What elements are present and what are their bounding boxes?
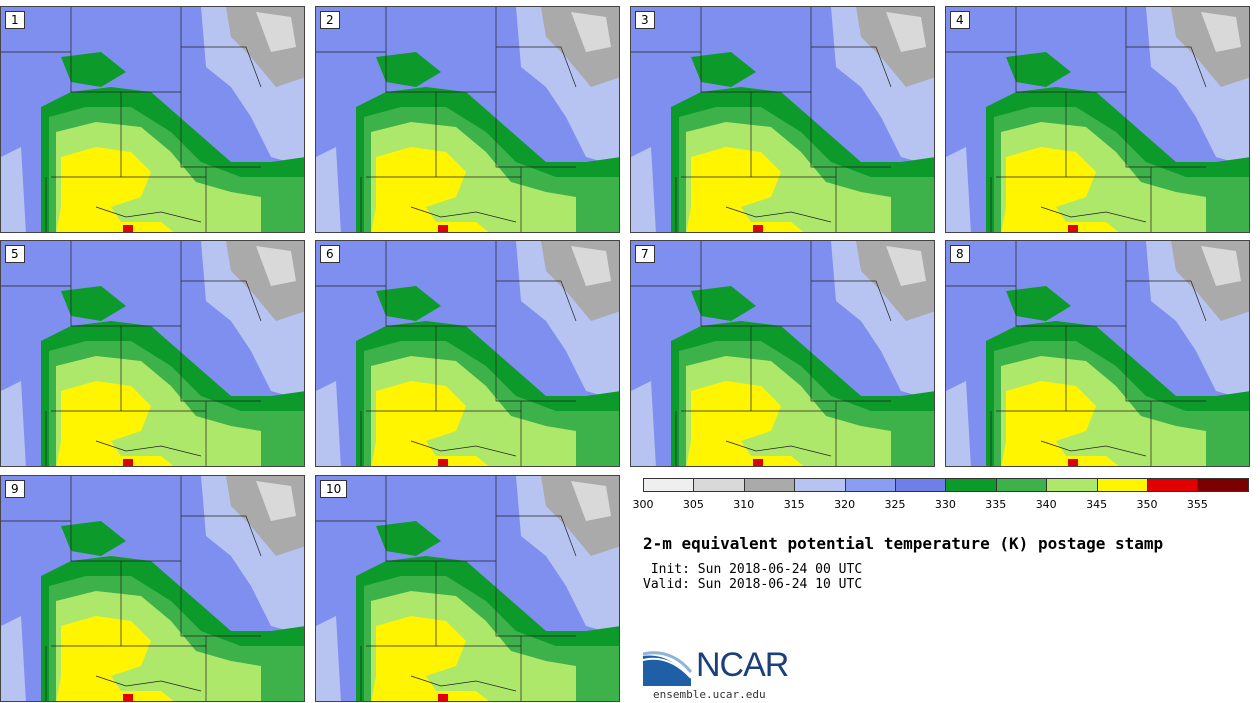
init-time: Init: Sun 2018-06-24 00 UTC	[643, 562, 863, 577]
colorbar-swatch	[995, 478, 1048, 492]
panel-label: 8	[950, 245, 970, 263]
colorbar-tick-label: 310	[733, 498, 755, 511]
colorbar-tick-label: 350	[1136, 498, 1158, 511]
colorbar-swatch	[794, 478, 846, 492]
colorbar-tick-label: 340	[1035, 498, 1057, 511]
member-panel-4: 4	[945, 6, 1250, 233]
panel-label: 9	[5, 480, 25, 498]
colorbar-tick-label: 300	[632, 498, 654, 511]
map-field	[1, 476, 304, 701]
colorbar-tick-label: 315	[783, 498, 805, 511]
logo-url[interactable]: ensemble.ucar.edu	[653, 688, 766, 701]
colorbar-swatch	[1046, 478, 1098, 492]
valid-time: Valid: Sun 2018-06-24 10 UTC	[643, 577, 863, 592]
map-field	[946, 241, 1249, 466]
member-panel-8: 8	[945, 240, 1250, 467]
panel-label: 7	[635, 245, 655, 263]
colorbar-tick-label: 325	[884, 498, 906, 511]
colorbar-swatch	[1197, 478, 1249, 492]
map-field	[631, 241, 934, 466]
ncar-logo: NCAR ensemble.ucar.edu	[643, 646, 803, 702]
member-panel-3: 3	[630, 6, 935, 233]
colorbar-swatch	[844, 478, 896, 492]
colorbar-tick-label: 320	[834, 498, 856, 511]
logo-wordmark: NCAR	[696, 646, 789, 684]
colorbar-swatch	[643, 478, 695, 492]
map-field	[1, 7, 304, 232]
map-field	[631, 7, 934, 232]
member-panel-2: 2	[315, 6, 620, 233]
colorbar-swatch	[1147, 478, 1199, 492]
colorbar-swatch	[1096, 478, 1148, 492]
colorbar-tick-label: 335	[985, 498, 1007, 511]
ncar-logo-icon	[643, 651, 693, 686]
map-field	[316, 476, 619, 701]
member-panel-9: 9	[0, 475, 305, 702]
map-field	[316, 7, 619, 232]
colorbar-swatch	[895, 478, 947, 492]
panel-label: 6	[320, 245, 340, 263]
member-panel-6: 6	[315, 240, 620, 467]
member-panel-10: 10	[315, 475, 620, 702]
colorbar-tick-label: 330	[934, 498, 956, 511]
colorbar-swatch	[693, 478, 745, 492]
colorbar-tick-label: 355	[1186, 498, 1208, 511]
panel-label: 3	[635, 11, 655, 29]
panel-label: 4	[950, 11, 970, 29]
colorbar-tick-label: 345	[1086, 498, 1108, 511]
colorbar-swatch	[945, 478, 997, 492]
colorbar-tick-label: 305	[682, 498, 704, 511]
panel-label: 1	[5, 11, 25, 29]
member-panel-5: 5	[0, 240, 305, 467]
colorbar-swatch	[743, 478, 796, 492]
panel-label: 5	[5, 245, 25, 263]
map-field	[1, 241, 304, 466]
member-panel-1: 1	[0, 6, 305, 233]
figure-title: 2-m equivalent potential temperature (K)…	[643, 534, 1164, 553]
member-panel-7: 7	[630, 240, 935, 467]
map-field	[946, 7, 1249, 232]
panel-label: 10	[320, 480, 348, 498]
panel-label: 2	[320, 11, 340, 29]
map-field	[316, 241, 619, 466]
